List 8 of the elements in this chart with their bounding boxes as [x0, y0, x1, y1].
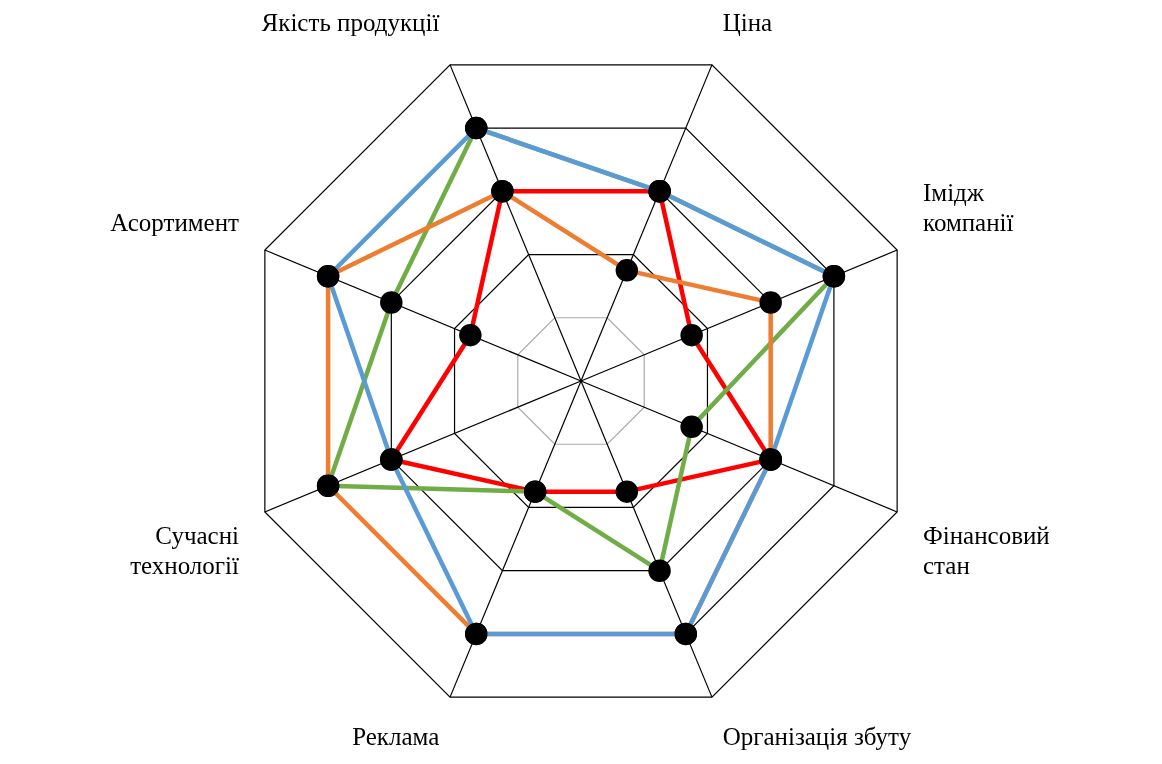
spoke-label: Фінансовий стан — [923, 522, 1050, 580]
spoke-label: Сучасні технології — [130, 522, 240, 580]
spoke-label: Якість продукції — [261, 8, 440, 36]
spoke-label: Реклама — [352, 722, 440, 750]
spoke-label: Ціна — [722, 8, 773, 36]
spoke-label: Організація збуту — [722, 722, 912, 750]
spoke-label: Асортимент — [110, 208, 240, 236]
spoke-label: Імідж компанії — [923, 178, 1014, 236]
